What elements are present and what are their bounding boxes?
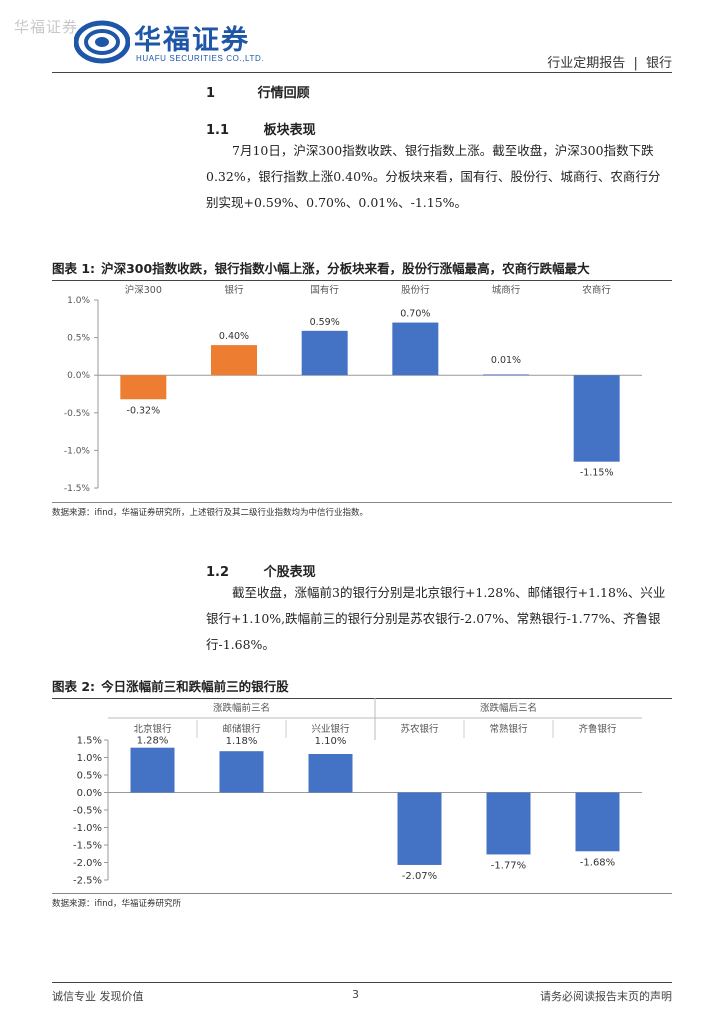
- figure-1-title: 图表 1: 沪深300指数收跌，银行指数小幅上涨，分板块来看，股份行涨幅最高，农商…: [52, 258, 672, 281]
- y-tick-label: -2.0%: [73, 858, 102, 869]
- section-1-1-paragraph: 7月10日，沪深300指数收跌、银行指数上涨。截至收盘，沪深300指数下跌0.3…: [206, 143, 661, 210]
- category-label: 国有行: [310, 284, 339, 296]
- data-label: 0.70%: [400, 309, 430, 320]
- bar: [219, 751, 264, 793]
- y-tick-label: 0.5%: [67, 334, 90, 344]
- bar: [130, 747, 175, 793]
- data-label: -0.32%: [127, 405, 161, 416]
- category-label: 兴业银行: [311, 723, 350, 735]
- y-tick-label: 1.0%: [67, 296, 90, 306]
- section-title: 板块表现: [263, 123, 316, 138]
- figure-caption: 沪深300指数收跌，银行指数小幅上涨，分板块来看，股份行涨幅最高，农商行跌幅最大: [101, 261, 590, 276]
- y-tick-label: 1.0%: [77, 753, 102, 764]
- y-tick-label: -1.0%: [73, 823, 102, 834]
- logo-name: 华福证券: [134, 25, 250, 56]
- bar: [392, 322, 439, 376]
- data-label: 1.28%: [137, 736, 169, 747]
- y-tick-label: 0.5%: [77, 771, 102, 782]
- y-tick-label: -1.5%: [64, 484, 91, 494]
- figure-2-source: 数据来源：ifind，华福证券研究所: [52, 893, 672, 909]
- bar: [486, 792, 531, 855]
- report-type: 行业定期报告: [547, 56, 626, 71]
- figure-caption: 今日涨幅前三和跌幅前三的银行股: [101, 679, 289, 694]
- section-1-heading: 1 行情回顾: [206, 82, 310, 101]
- section-1-2-paragraph: 截至收盘，涨幅前3的银行分别是北京银行+1.28%、邮储银行+1.18%、兴业银…: [206, 585, 666, 652]
- figure-label: 图表 2:: [52, 679, 96, 694]
- category-label: 苏农银行: [400, 723, 439, 735]
- footer-divider: [52, 982, 672, 983]
- category-label: 北京银行: [133, 723, 172, 735]
- data-label: 1.10%: [315, 736, 347, 747]
- bar: [483, 374, 529, 376]
- data-label: 1.18%: [226, 736, 258, 747]
- group-label: 涨跌幅后三名: [480, 702, 537, 714]
- y-tick-label: 0.0%: [67, 371, 90, 381]
- data-label: 0.59%: [310, 317, 340, 328]
- header-separator: |: [633, 56, 638, 71]
- header-report-type: 行业定期报告 | 银行: [547, 52, 672, 71]
- category-label: 城商行: [492, 284, 521, 296]
- data-label: -1.77%: [491, 860, 526, 871]
- header-divider: [52, 72, 672, 73]
- bar: [301, 330, 348, 376]
- category-label: 邮储银行: [222, 723, 261, 735]
- y-tick-label: -0.5%: [64, 409, 91, 419]
- y-tick-label: 1.5%: [77, 736, 102, 747]
- y-tick-label: -2.5%: [73, 876, 102, 887]
- bar: [120, 375, 167, 400]
- category-label: 银行: [224, 284, 244, 296]
- bar: [308, 754, 353, 793]
- sector-performance-chart: 1.0% 0.5% 0.0% -0.5% -1.0% -1.5% 沪深300 -0.32% 银行…: [64, 284, 642, 494]
- y-tick-label: 0.0%: [77, 788, 102, 799]
- bar: [211, 345, 257, 376]
- top-bottom-banks-chart: 涨跌幅前三名 涨跌幅后三名 1.5% 1.0% 0.5% 0.0% -0.5% -1.0% -1…: [73, 698, 642, 887]
- y-tick-label: -0.5%: [73, 806, 102, 817]
- section-number: 1.1: [206, 123, 230, 138]
- watermark: 华福证券: [14, 18, 79, 36]
- industry-label: 银行: [645, 56, 672, 71]
- figure-2-title: 图表 2: 今日涨幅前三和跌幅前三的银行股: [52, 676, 672, 699]
- logo-swirl-icon: [74, 20, 130, 64]
- bar: [397, 792, 442, 865]
- figure-1-source: 数据来源：ifind，华福证券研究所，上述银行及其二级行业指数均为中信行业指数。: [52, 502, 672, 518]
- category-label: 齐鲁银行: [578, 723, 617, 735]
- y-tick-label: -1.5%: [73, 841, 102, 852]
- page-number: 3: [352, 988, 359, 1001]
- category-label: 农商行: [582, 284, 611, 296]
- section-1-2-heading: 1.2 个股表现: [206, 561, 316, 580]
- data-label: -2.07%: [402, 871, 437, 882]
- data-label: -1.68%: [580, 857, 615, 868]
- section-title: 行情回顾: [257, 86, 310, 101]
- footer-slogan: 诚信专业 发现价值: [52, 990, 144, 1003]
- logo-english-name: HUAFU SECURITIES CO.,LTD.: [136, 54, 265, 63]
- category-label: 常熟银行: [489, 723, 528, 735]
- data-label: 0.40%: [219, 331, 249, 342]
- footer-disclaimer: 请务必阅读报告末页的声明: [540, 990, 672, 1003]
- category-label: 沪深300: [125, 284, 162, 296]
- bar: [573, 375, 620, 462]
- section-number: 1.2: [206, 565, 230, 580]
- y-tick-label: -1.0%: [64, 446, 91, 456]
- section-number: 1: [206, 86, 216, 101]
- section-1-1-heading: 1.1 板块表现: [206, 119, 316, 138]
- bar: [575, 792, 620, 852]
- data-label: 0.01%: [491, 355, 521, 366]
- data-label: -1.15%: [580, 468, 614, 479]
- figure-label: 图表 1:: [52, 261, 96, 276]
- group-label: 涨跌幅前三名: [213, 702, 270, 714]
- company-logo: 华福证券 HUAFU SECURITIES CO.,LTD.: [74, 16, 274, 68]
- section-title: 个股表现: [263, 565, 316, 580]
- category-label: 股份行: [401, 284, 430, 296]
